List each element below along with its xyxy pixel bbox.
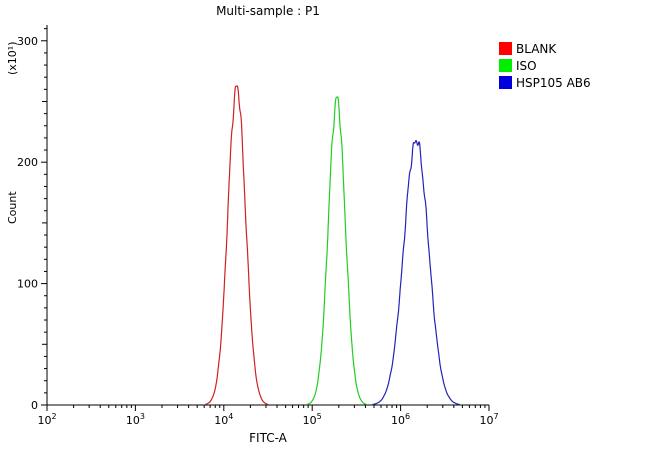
- legend-swatch-blank: [499, 42, 512, 55]
- legend-swatch-hsp105-ab6: [499, 76, 512, 89]
- svg-text:107: 107: [479, 412, 498, 427]
- legend-swatch-iso: [499, 59, 512, 72]
- svg-text:105: 105: [303, 412, 322, 427]
- svg-text:104: 104: [214, 412, 233, 427]
- legend: BLANK ISO HSP105 AB6: [499, 40, 591, 91]
- legend-item-label: HSP105 AB6: [516, 75, 591, 90]
- chart-title: Multi-sample : P1: [216, 4, 320, 18]
- svg-text:300: 300: [17, 35, 38, 48]
- svg-text:103: 103: [126, 412, 145, 427]
- legend-item-label: BLANK: [516, 41, 557, 56]
- svg-text:0: 0: [31, 399, 38, 412]
- svg-text:102: 102: [37, 412, 56, 427]
- legend-item: HSP105 AB6: [499, 74, 591, 91]
- legend-item: BLANK: [499, 40, 591, 57]
- svg-text:106: 106: [391, 412, 410, 427]
- svg-text:200: 200: [17, 156, 38, 169]
- svg-text:100: 100: [17, 278, 38, 291]
- legend-item-label: ISO: [516, 58, 537, 73]
- x-axis-label: FITC-A: [249, 431, 287, 445]
- legend-item: ISO: [499, 57, 591, 74]
